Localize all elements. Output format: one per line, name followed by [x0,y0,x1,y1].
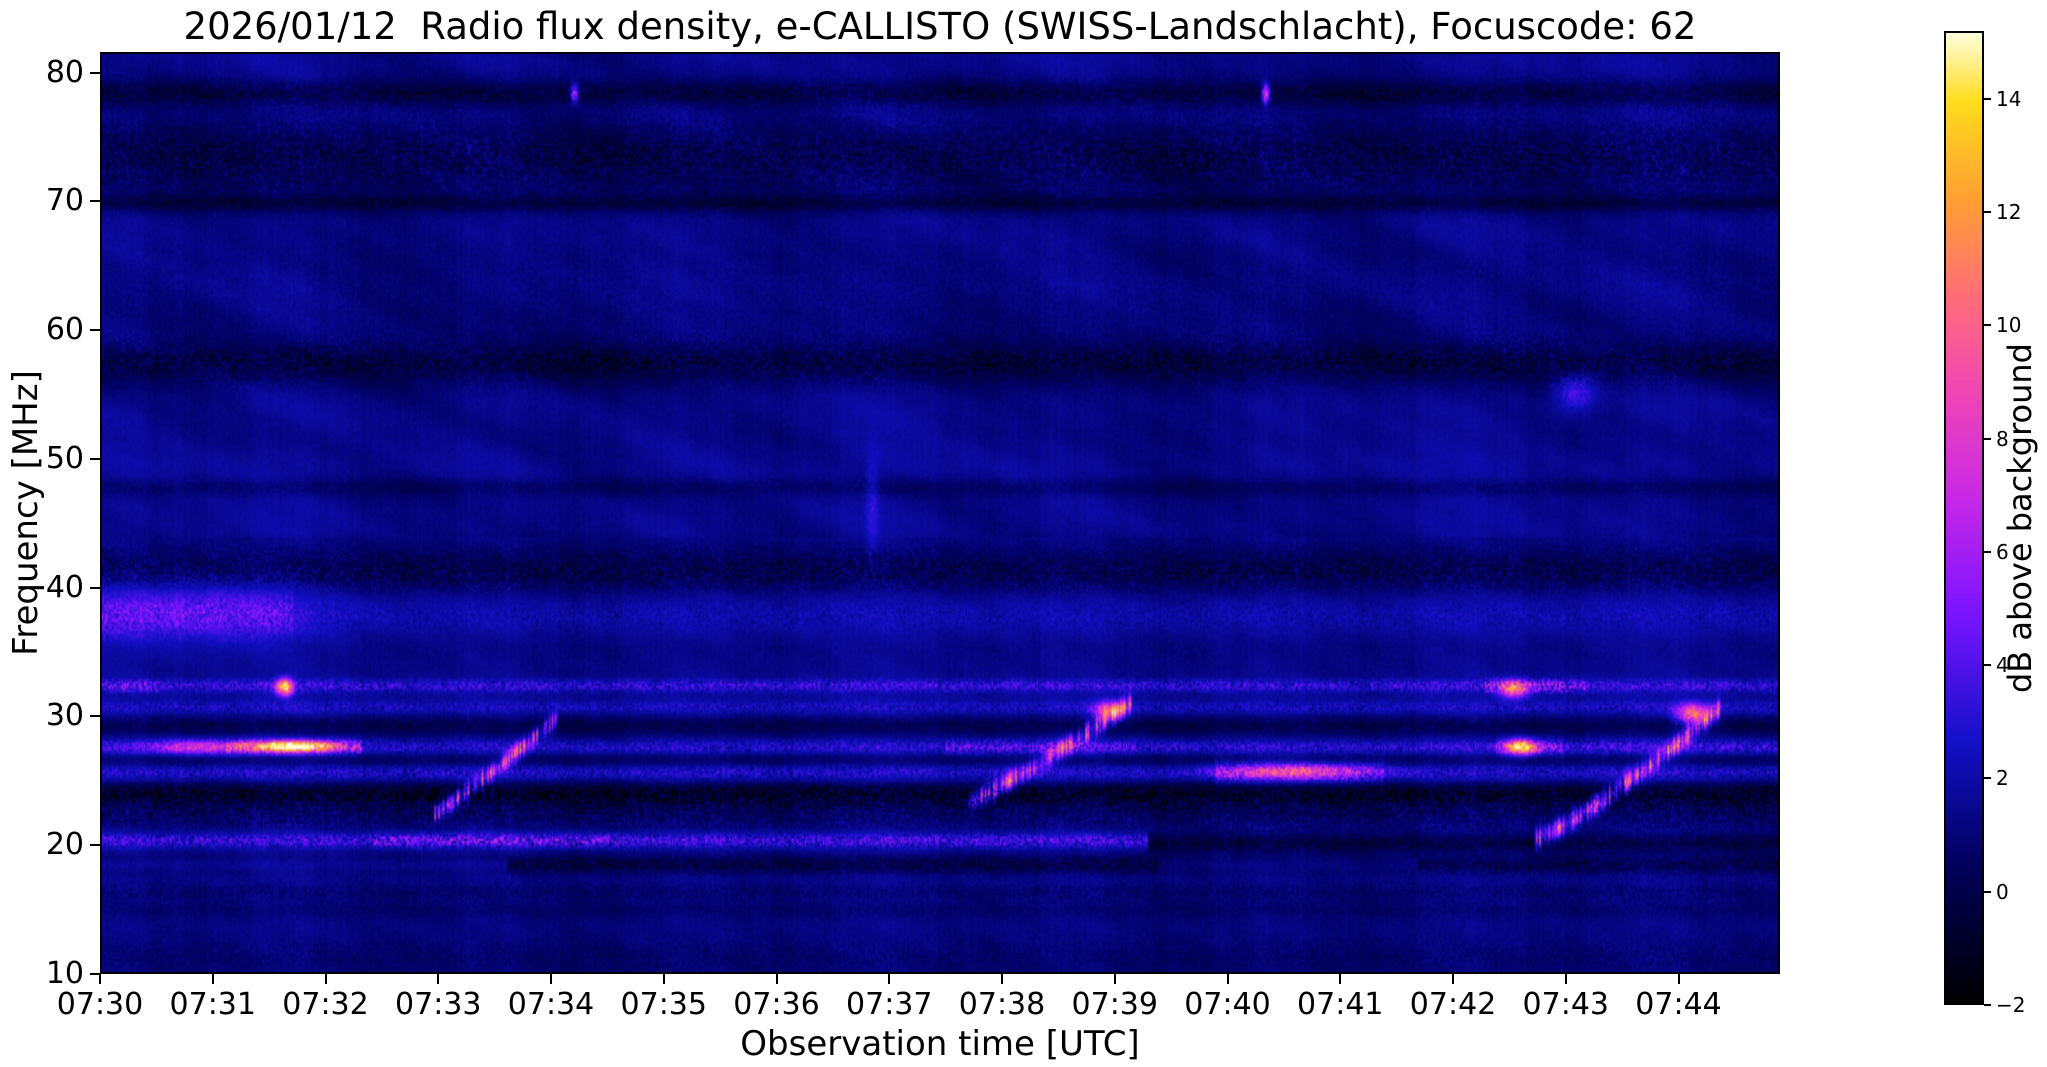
colorbar [1944,31,1984,1005]
x-tick-mark [1564,974,1567,984]
colorbar-tick-label: 4 [1996,653,2009,678]
y-tick-mark [90,844,100,847]
x-tick-label: 07:42 [1409,987,1497,1022]
y-tick-mark [90,586,100,589]
colorbar-tick-mark [1984,437,1991,440]
x-tick-mark [211,974,214,984]
x-tick-label: 07:30 [56,987,144,1022]
x-tick-label: 07:40 [1184,987,1271,1022]
x-tick-mark [1339,974,1342,984]
colorbar-tick-mark [1984,1004,1991,1006]
y-tick-mark [90,71,100,74]
x-tick-mark [1452,974,1455,984]
colorbar-tick-label: 2 [1996,766,2009,791]
y-tick-label: 70 [45,183,84,219]
colorbar-tick-label: 12 [1996,200,2022,225]
colorbar-tick-label: 10 [1996,313,2022,338]
colorbar-label: dB above background [2001,343,2039,693]
x-tick-label: 07:36 [733,987,820,1022]
x-tick-mark [99,974,101,984]
x-tick-label: 07:44 [1635,987,1722,1022]
colorbar-tick-mark [1984,550,1991,553]
x-tick-mark [1677,974,1680,984]
chart-title: 2026/01/12 Radio flux density, e-CALLIST… [183,5,1697,48]
y-tick-mark [90,329,100,332]
x-tick-label: 07:38 [958,987,1046,1022]
y-tick-label: 50 [45,440,84,476]
x-tick-mark [1001,974,1003,984]
colorbar-tick-label: 8 [1996,426,2009,451]
y-tick-label: 40 [45,569,84,605]
spectrogram-canvas [102,54,1778,972]
colorbar-tick-label: 14 [1996,86,2022,111]
x-tick-mark [1226,974,1229,984]
x-tick-label: 07:37 [846,987,933,1022]
x-tick-mark [437,974,440,984]
colorbar-tick-label: 0 [1996,879,2009,904]
y-axis-label: Frequency [MHz] [6,370,46,656]
colorbar-tick-mark [1984,324,1991,327]
y-tick-mark [90,715,100,718]
colorbar-tick-mark [1984,97,1991,100]
colorbar-tick-mark [1984,777,1991,780]
y-tick-mark [90,200,100,203]
x-tick-mark [775,974,778,984]
x-tick-label: 07:34 [507,987,595,1022]
plot-area [100,52,1780,974]
colorbar-tick-label: −2 [1996,993,2026,1017]
x-tick-label: 07:32 [282,987,369,1022]
x-tick-mark [888,974,891,984]
colorbar-tick-mark [1984,890,1991,893]
x-tick-mark [1113,974,1116,984]
x-tick-label: 07:41 [1297,987,1384,1022]
y-tick-label: 10 [45,956,84,991]
x-tick-label: 07:35 [620,987,707,1022]
x-tick-mark [550,974,552,984]
x-tick-label: 07:31 [169,987,256,1022]
x-tick-mark [662,974,665,984]
colorbar-tick-mark [1984,664,1991,667]
x-axis-label: Observation time [UTC] [740,1024,1140,1064]
colorbar-tick-label: 6 [1996,539,2009,564]
y-tick-label: 30 [45,698,84,734]
x-tick-label: 07:33 [395,987,482,1022]
colorbar-canvas [1946,33,1982,1003]
y-tick-mark [90,973,100,975]
y-tick-mark [90,457,100,460]
x-tick-label: 07:39 [1071,987,1158,1022]
colorbar-tick-mark [1984,211,1991,214]
x-tick-label: 07:43 [1522,987,1609,1022]
y-tick-label: 60 [45,312,84,348]
y-tick-label: 20 [45,827,84,863]
y-tick-label: 80 [45,54,84,90]
x-tick-mark [324,974,327,984]
